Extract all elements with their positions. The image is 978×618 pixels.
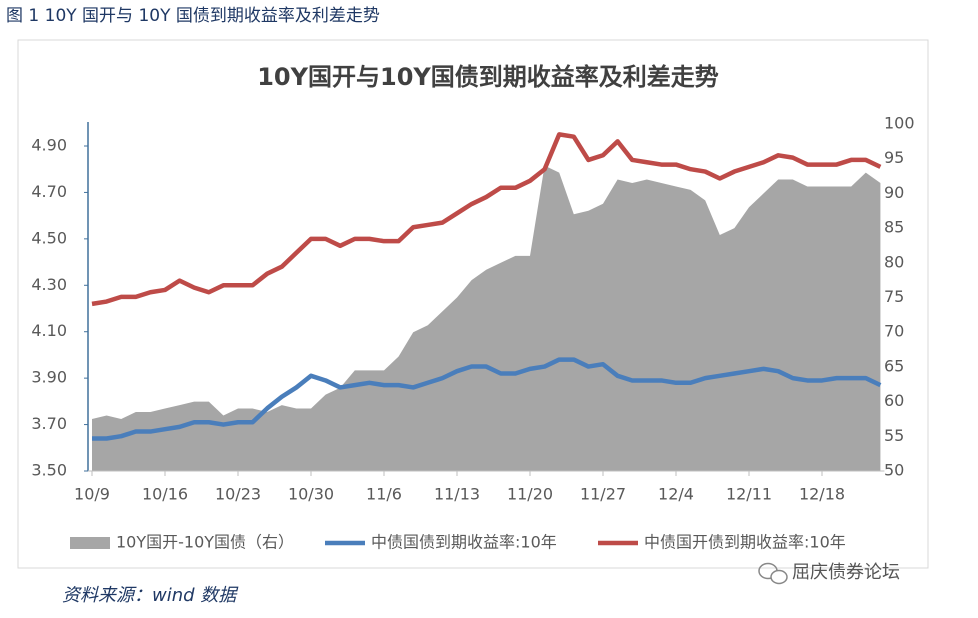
y2-tick-label: 75 (884, 287, 904, 306)
x-tick-label: 10/16 (142, 485, 188, 504)
y-tick-label: 4.30 (31, 275, 67, 294)
x-tick-label: 11/6 (366, 485, 402, 504)
y2-tick-label: 80 (884, 252, 904, 271)
line (91, 132, 882, 307)
x-tick-label: 10/30 (288, 485, 334, 504)
y-tick-label: 3.50 (31, 461, 67, 480)
y-tick-label: 4.50 (31, 228, 67, 247)
y-tick-label: 4.90 (31, 136, 67, 155)
x-tick-label: 11/13 (434, 485, 480, 504)
y2-tick-label: 90 (884, 183, 904, 202)
area (92, 165, 881, 471)
x-tick-label: 10/9 (74, 485, 110, 504)
y-tick-label: 4.10 (31, 321, 67, 340)
source: 资料来源：wind 数据 (62, 585, 239, 606)
legend-label: 中债国债到期收益率:10年 (371, 533, 557, 552)
y-tick-label: 3.90 (31, 368, 67, 387)
y2-tick-label: 70 (884, 322, 904, 341)
legend-label: 中债国开债到期收益率:10年 (644, 533, 846, 552)
chart-title: 10Y国开与10Y国债到期收益率及利差走势 (257, 63, 719, 91)
x-tick-label: 11/27 (580, 485, 626, 504)
y-tick-label: 3.70 (31, 414, 67, 433)
line (92, 357, 882, 441)
x-tick-label: 12/11 (726, 485, 772, 504)
watermark-icon (758, 562, 788, 585)
legend-label: 10Y国开-10Y国债（右） (116, 533, 294, 552)
watermark: 屈庆债券论坛 (792, 562, 900, 583)
x-tick-label: 11/20 (507, 485, 553, 504)
x-tick-label: 12/18 (799, 485, 845, 504)
x-tick-label: 12/4 (658, 485, 694, 504)
y2-tick-label: 100 (884, 114, 915, 133)
y2-tick-label: 85 (884, 218, 904, 237)
y2-tick-label: 50 (884, 461, 904, 480)
y2-tick-label: 60 (884, 391, 904, 410)
legend-swatch (70, 537, 110, 549)
x-tick-label: 10/23 (215, 485, 261, 504)
y2-tick-label: 55 (884, 426, 904, 445)
caption: 图 1 10Y 国开与 10Y 国债到期收益率及利差走势 (6, 6, 380, 26)
y2-tick-label: 95 (884, 148, 904, 167)
y2-tick-label: 65 (884, 356, 904, 375)
y-tick-label: 4.70 (31, 182, 67, 201)
